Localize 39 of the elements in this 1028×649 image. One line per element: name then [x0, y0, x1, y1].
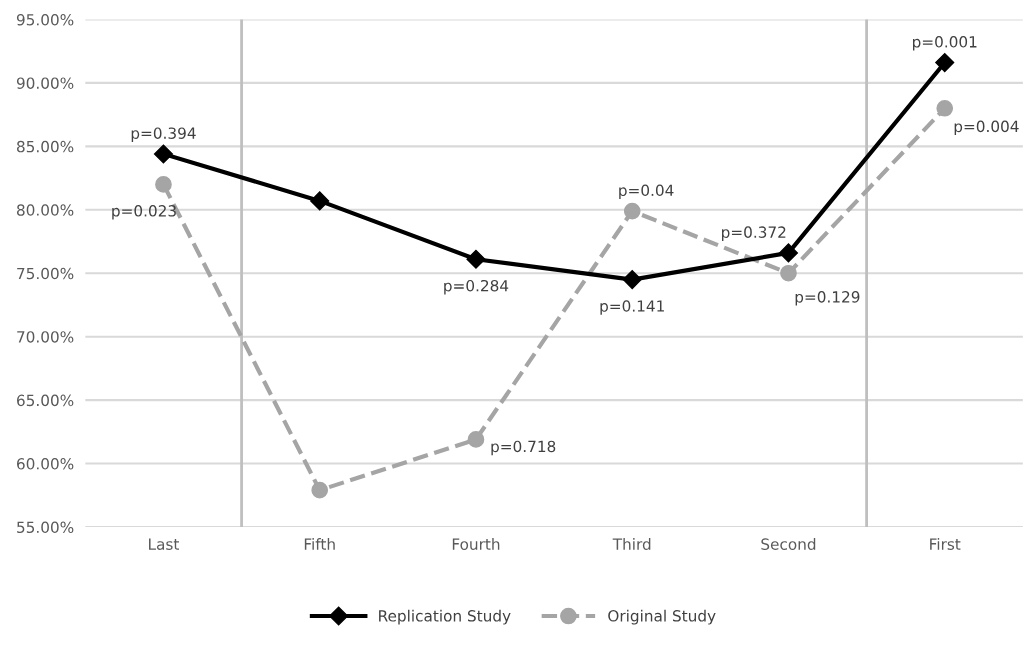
y-tick-label: 60.00%	[17, 458, 74, 470]
y-tick-label: 95.00%	[16, 13, 74, 26]
annotation: p=0.141	[600, 300, 664, 315]
annotation: p=0.004	[954, 120, 1019, 136]
y-tick-label: 85.00%	[17, 140, 74, 153]
point	[153, 144, 173, 164]
x-tick-label: First	[930, 538, 961, 550]
y-tick-label: 90.00%	[16, 77, 74, 89]
x-tick-label: Last	[149, 538, 179, 550]
point	[311, 481, 329, 499]
point	[780, 264, 797, 282]
annotation: p=0.372	[722, 226, 786, 241]
x-tick-label: Fourth	[452, 538, 500, 550]
y-tick-label: 80.00%	[17, 204, 74, 216]
y-tick-label: 65.00%	[17, 394, 74, 407]
y-tick-label: 55.00%	[17, 521, 74, 534]
annotation: p=0.001	[913, 36, 977, 51]
point	[623, 202, 641, 220]
annotation: p=0.129	[795, 291, 860, 306]
annotation: p=0.394	[131, 127, 196, 142]
legend-label: Original Study	[608, 609, 716, 625]
annotation: p=0.04	[619, 184, 674, 200]
point	[622, 270, 642, 290]
annotation: p=0.718	[491, 440, 556, 456]
point	[778, 243, 799, 263]
point	[310, 191, 330, 211]
y-tick-label: 75.00%	[17, 267, 74, 280]
x-tick-label: Third	[612, 538, 651, 550]
x-tick-label: Fifth	[304, 538, 335, 550]
point	[155, 176, 172, 193]
point	[935, 53, 955, 73]
annotation: p=0.023	[112, 205, 176, 220]
legend-label: Replication Study	[379, 609, 511, 625]
x-tick-label: Second	[761, 538, 816, 550]
point	[467, 431, 485, 448]
point	[466, 249, 486, 269]
annotation: p=0.284	[444, 279, 509, 295]
point	[936, 99, 954, 117]
y-tick-label: 70.00%	[17, 331, 74, 343]
